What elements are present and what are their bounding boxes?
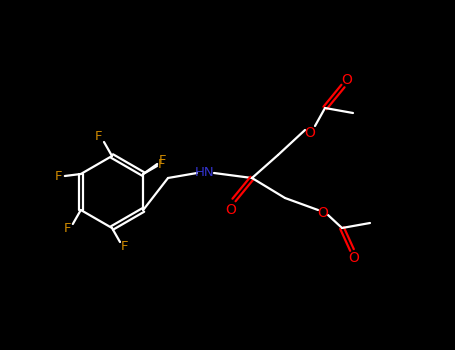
Text: F: F: [64, 223, 71, 236]
Text: O: O: [342, 73, 353, 87]
Text: F: F: [121, 240, 129, 253]
Text: O: O: [349, 251, 359, 265]
Text: O: O: [304, 126, 315, 140]
Text: HN: HN: [195, 167, 215, 180]
Text: F: F: [158, 154, 166, 167]
Text: O: O: [226, 203, 237, 217]
Text: F: F: [55, 169, 63, 182]
Text: O: O: [318, 206, 329, 220]
Text: F: F: [95, 131, 103, 144]
Text: F: F: [157, 159, 165, 172]
